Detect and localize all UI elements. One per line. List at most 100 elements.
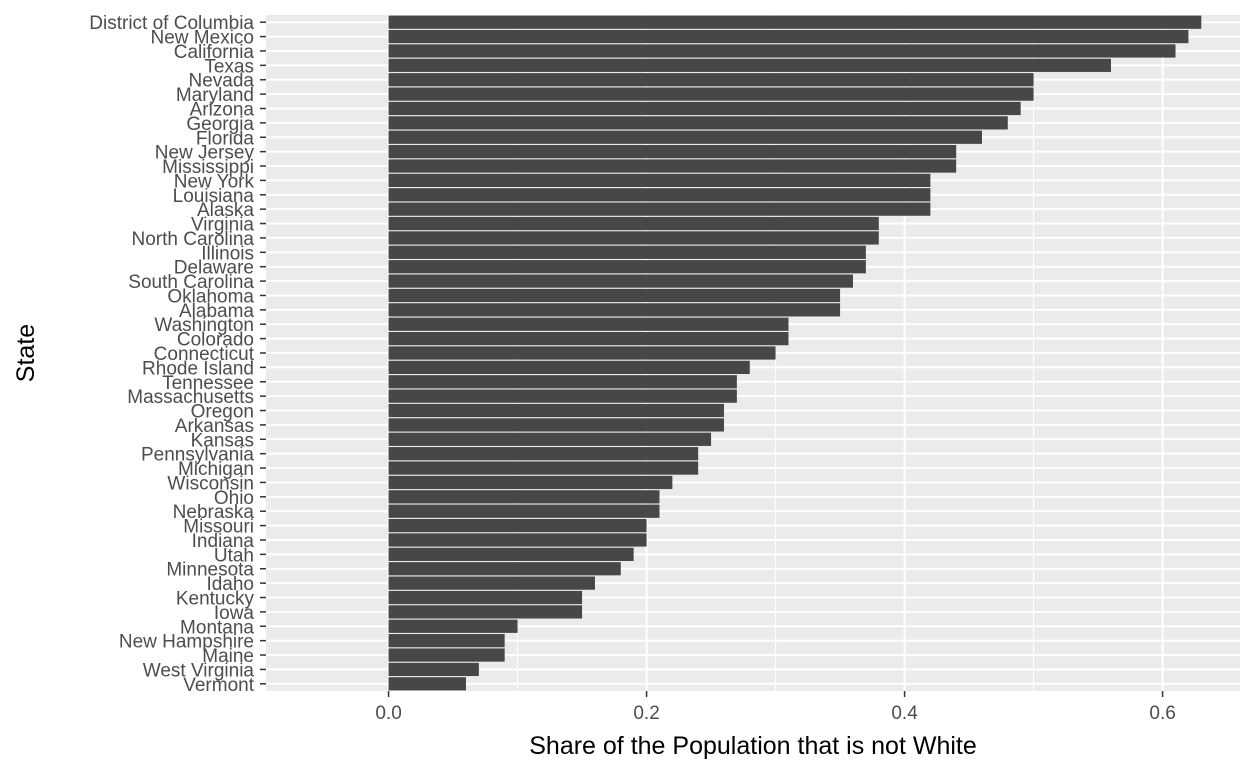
y-tick-label: Nebraska [173, 502, 255, 523]
y-tick-label: West Virginia [143, 660, 255, 681]
bar [388, 432, 712, 446]
bar [388, 332, 789, 346]
bar [388, 360, 750, 374]
bar [388, 202, 931, 216]
x-tick-label: 0.0 [375, 703, 401, 724]
x-tick-label: 0.2 [633, 703, 659, 724]
y-tick-label: Kentucky [176, 589, 255, 610]
bar [388, 303, 841, 317]
y-tick-label: Texas [204, 56, 254, 77]
y-tick-label: California [174, 42, 255, 63]
bar [388, 101, 1021, 116]
y-tick-label: Washington [154, 315, 254, 336]
bar [388, 662, 479, 677]
bar [388, 590, 583, 605]
bar [388, 29, 1189, 44]
bar [388, 173, 931, 188]
bar [388, 145, 957, 159]
y-tick-label: Arizona [190, 99, 255, 120]
y-tick-label: Utah [214, 545, 254, 566]
bar [388, 634, 505, 648]
bar [388, 288, 841, 303]
y-tick-label: New York [174, 171, 255, 192]
bar [388, 130, 982, 144]
x-tick-label: 0.6 [1149, 703, 1175, 724]
bar [388, 245, 866, 259]
y-tick-label: South Carolina [128, 272, 254, 293]
x-tick-label: 0.4 [891, 703, 918, 724]
y-tick-label: Nevada [189, 71, 255, 92]
y-tick-label: Oregon [191, 402, 254, 423]
bar [388, 15, 1202, 29]
y-tick-label: North Carolina [132, 229, 255, 250]
y-tick-label: Missouri [183, 517, 254, 538]
y-tick-label: Alaska [197, 200, 254, 221]
bar [388, 648, 505, 662]
bar [388, 375, 737, 389]
x-axis-title: Share of the Population that is not Whit… [529, 732, 977, 760]
bar [388, 490, 660, 504]
y-tick-label: New Hampshire [119, 632, 254, 653]
y-tick-label: Alabama [179, 301, 254, 322]
y-tick-label: Virginia [191, 215, 254, 236]
y-tick-label: Kansas [191, 430, 254, 451]
bar [388, 274, 853, 288]
y-tick-label: Georgia [186, 114, 254, 135]
bar [388, 44, 1176, 58]
bar [388, 73, 1034, 87]
bar [388, 504, 660, 518]
y-tick-label: New Jersey [155, 143, 255, 164]
bar [388, 576, 595, 590]
y-axis-title: State [12, 324, 40, 382]
y-tick-label: New Mexico [151, 28, 254, 49]
bar [388, 518, 647, 533]
bar [388, 447, 699, 461]
y-tick-label: Delaware [174, 258, 254, 279]
bar [388, 562, 621, 576]
bar [388, 461, 699, 475]
x-axis: 0.0 0.2 0.4 0.6 [375, 691, 1176, 724]
bar [388, 116, 1008, 130]
bar [388, 547, 634, 561]
bar [388, 677, 466, 691]
y-tick-label: Tennessee [162, 373, 254, 394]
bar [388, 231, 879, 245]
y-tick-label: District of Columbia [89, 13, 254, 34]
bar [388, 619, 518, 633]
bar [388, 260, 866, 274]
bars-group [388, 15, 1202, 691]
y-tick-label: Ohio [214, 488, 254, 509]
y-tick-label: Illinois [201, 243, 254, 264]
y-tick-label: Minnesota [166, 560, 254, 581]
bar [388, 159, 957, 173]
bar [388, 188, 931, 202]
bar [388, 58, 1111, 72]
y-tick-label: Florida [196, 128, 255, 149]
y-tick-label: Maryland [176, 85, 254, 106]
y-tick-label: Michigan [178, 459, 254, 480]
bar [388, 216, 879, 231]
bar [388, 346, 776, 360]
y-tick-label: Massachusetts [127, 387, 254, 408]
y-tick-label: Montana [180, 617, 254, 638]
y-tick-label: Wisconsin [167, 473, 254, 494]
bar [388, 605, 583, 619]
bar [388, 418, 724, 432]
bar [388, 475, 673, 490]
bar [388, 389, 737, 403]
y-tick-label: Louisiana [173, 186, 255, 207]
y-tick-label: Colorado [177, 330, 254, 351]
bar [388, 317, 789, 331]
y-tick-label: Arkansas [175, 416, 254, 437]
bar [388, 87, 1034, 101]
y-tick-label: Idaho [206, 574, 254, 595]
y-tick-label: Vermont [183, 675, 254, 696]
y-tick-label: Mississippi [162, 157, 254, 178]
y-tick-label: Iowa [214, 603, 255, 624]
bar [388, 403, 724, 418]
bar [388, 533, 647, 547]
y-tick-label: Pennsylvania [141, 445, 254, 466]
y-tick-label: Oklahoma [167, 286, 254, 307]
